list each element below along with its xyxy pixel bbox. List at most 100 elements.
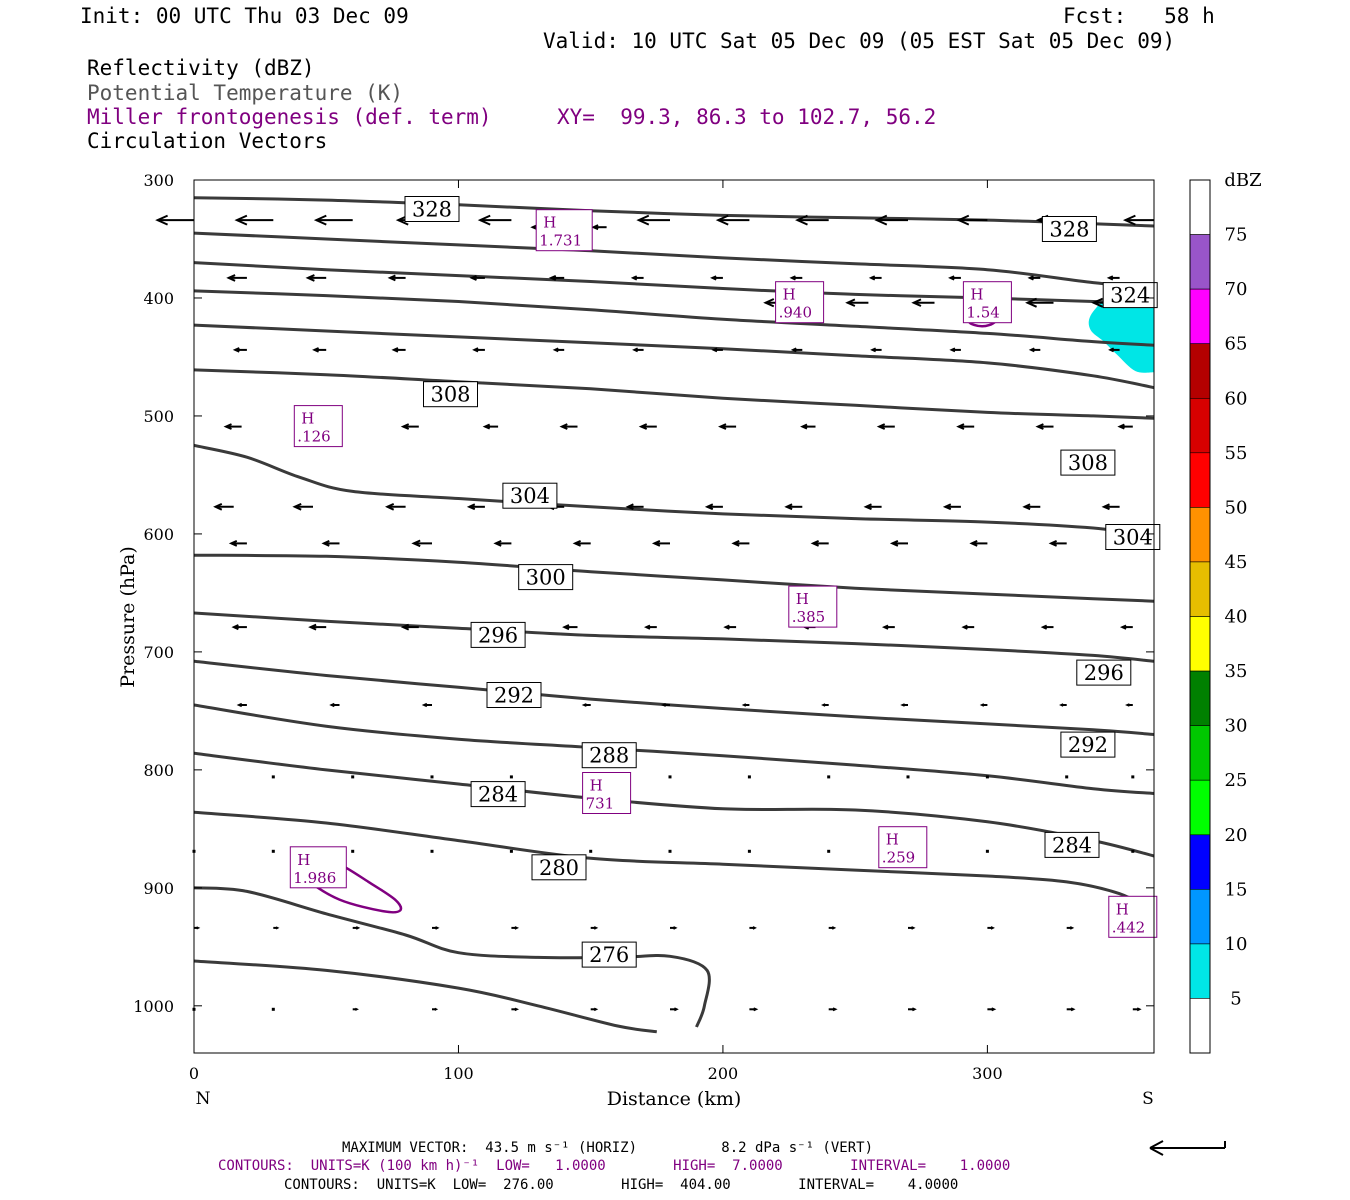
theta-contour-288 xyxy=(194,703,1154,795)
colorbar-segment xyxy=(1189,670,1211,726)
theta-contours xyxy=(194,196,1154,1034)
circulation-vector xyxy=(1027,275,1041,281)
circulation-vector xyxy=(790,347,803,353)
circulation-vector xyxy=(1048,539,1067,547)
y-tick-label: 1000 xyxy=(133,997,174,1016)
max-symbol: H xyxy=(796,590,809,608)
colorbar-segment xyxy=(1189,507,1211,563)
max-value: .385 xyxy=(792,608,825,626)
circulation-vector xyxy=(387,274,406,282)
circulation-vector xyxy=(810,539,829,547)
circulation-vector xyxy=(271,1007,275,1011)
circulation-vector xyxy=(581,703,591,707)
theta-label: 280 xyxy=(531,854,587,881)
circulation-vector xyxy=(559,423,578,430)
circulation-vector xyxy=(863,503,882,511)
circulation-vector xyxy=(987,1007,997,1012)
colorbar-label: 75 xyxy=(1225,225,1248,246)
circulation-vector xyxy=(1066,1007,1076,1012)
circulation-vector xyxy=(979,703,988,707)
circulation-vector xyxy=(828,1007,838,1012)
circulation-vector xyxy=(1132,1007,1142,1012)
init-time: Init: 00 UTC Thu 03 Dec 09 xyxy=(80,4,409,28)
circulation-vector xyxy=(795,214,829,226)
circulation-vector xyxy=(889,539,908,547)
theta-label-text: 296 xyxy=(1084,661,1124,685)
theta-contour-296 xyxy=(194,611,1154,663)
circulation-vector xyxy=(572,539,591,547)
forecast-hour: Fcst: 58 h xyxy=(1063,4,1215,28)
circulation-vector xyxy=(636,214,670,226)
theta-label: 324 xyxy=(1102,282,1158,309)
circulation-vector xyxy=(1028,347,1041,353)
circulation-vector xyxy=(548,274,565,281)
colorbar-label: 25 xyxy=(1225,770,1248,791)
reference-vector xyxy=(1149,1140,1226,1156)
theta-label-text: 280 xyxy=(539,856,579,880)
circulation-vector xyxy=(1035,423,1054,430)
theta-label-text: 324 xyxy=(1110,284,1150,308)
circulation-vector xyxy=(391,347,406,353)
frontogenesis-max: H.940 xyxy=(775,281,825,324)
max-vector-info: MAXIMUM VECTOR: 43.5 m s⁻¹ (HORIZ) 8.2 d… xyxy=(342,1140,874,1156)
circulation-vector xyxy=(985,849,989,853)
circulation-vector xyxy=(948,275,961,281)
theta-label-text: 328 xyxy=(1049,218,1089,242)
circulation-vector xyxy=(827,775,831,779)
colorbar-label: 65 xyxy=(1225,334,1248,355)
circulation-vector xyxy=(868,275,882,281)
theta-label: 296 xyxy=(470,621,526,648)
circulation-vector xyxy=(1119,624,1133,630)
circulation-vector xyxy=(1059,703,1067,707)
circulation-vector xyxy=(651,539,670,547)
circulation-vector xyxy=(509,775,513,779)
y-tick-label: 500 xyxy=(143,407,174,426)
field-frontogenesis: Miller frontogenesis (def. term) xyxy=(87,105,492,129)
circulation-vector xyxy=(949,347,961,353)
circulation-vector xyxy=(668,775,672,779)
cross-section-endpoints: XY= 99.3, 86.3 to 102.7, 56.2 xyxy=(557,105,937,129)
circulation-vector xyxy=(273,926,280,930)
colorbar-label: 35 xyxy=(1225,661,1248,682)
theta-label: 300 xyxy=(518,564,574,591)
circulation-vector xyxy=(632,347,644,353)
theta-label-text: 296 xyxy=(478,623,518,647)
circulation-vector xyxy=(821,703,829,707)
circulation-vector xyxy=(911,298,935,307)
field-reflectivity: Reflectivity (dBZ) xyxy=(87,56,315,80)
colorbar-segment xyxy=(1189,561,1211,617)
circulation-vector xyxy=(236,702,247,708)
max-value: .442 xyxy=(1112,918,1145,936)
circulation-vector xyxy=(482,423,499,430)
colorbar-segment xyxy=(1189,779,1211,836)
y-tick-label: 400 xyxy=(143,289,174,308)
circulation-vector xyxy=(749,926,757,930)
frontogenesis-max: H1.731 xyxy=(535,209,593,252)
circulation-vector xyxy=(1101,503,1120,511)
max-value: 1.986 xyxy=(293,869,336,887)
max-value: .940 xyxy=(779,304,812,322)
circulation-vector xyxy=(511,926,520,930)
max-symbol: H xyxy=(543,214,556,232)
circulation-vector xyxy=(961,624,975,630)
theta-label: 308 xyxy=(1060,449,1116,476)
circulation-vector xyxy=(876,423,895,430)
circulation-vector xyxy=(625,503,644,511)
circulation-vector xyxy=(942,503,961,511)
circulation-vector xyxy=(234,214,274,226)
theta-contour-276 xyxy=(194,886,711,1028)
colorbar-label: 70 xyxy=(1225,279,1248,300)
circulation-vector xyxy=(1131,849,1135,853)
colorbar-segment xyxy=(1189,834,1211,890)
frontogenesis-maxima: H1.731H.940H1.54H.126H.385H731H.259H1.98… xyxy=(289,209,1158,938)
max-symbol: H xyxy=(1116,900,1129,918)
max-symbol: H xyxy=(970,286,983,304)
circulation-vector xyxy=(874,214,908,226)
max-symbol: H xyxy=(783,286,796,304)
colorbar-segment xyxy=(1189,888,1211,945)
theta-label: 328 xyxy=(404,196,460,222)
circulation-vector xyxy=(400,623,419,631)
colorbar-label: 40 xyxy=(1225,607,1248,628)
theta-label: 284 xyxy=(470,781,526,808)
y-axis-title: Pressure (hPa) xyxy=(117,546,139,688)
